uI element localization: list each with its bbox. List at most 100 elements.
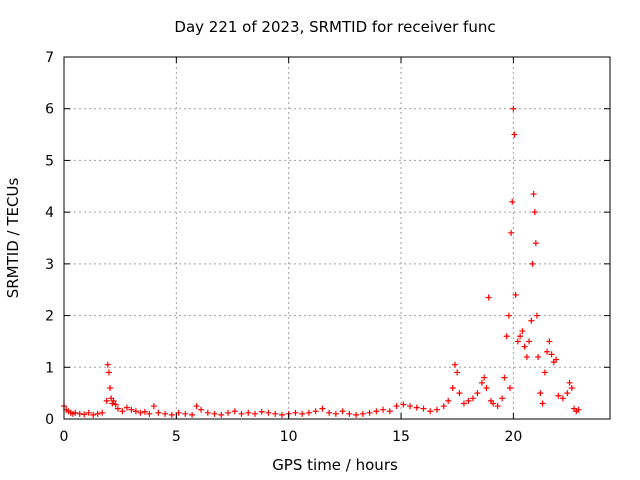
data-point [114,405,121,412]
data-point [278,411,285,418]
data-point [407,403,414,410]
data-points [61,105,582,418]
y-tick-labels: 0 1 2 3 4 5 6 7 [45,50,54,428]
data-point [231,408,238,415]
data-point [530,191,537,198]
data-point [386,408,393,415]
y-tick-label: 1 [45,360,54,376]
data-point [505,312,512,319]
data-point [546,338,553,345]
data-point [225,409,232,416]
chart-title: Day 221 of 2023, SRMTID for receiver fun… [174,18,495,36]
data-point [465,397,472,404]
data-point [481,374,488,381]
data-point [312,408,319,415]
data-point [339,408,346,415]
data-point [517,333,524,340]
data-point [72,409,79,416]
data-point [204,409,211,416]
data-point [508,229,515,236]
data-point [258,408,265,415]
data-point [533,312,540,319]
data-point [265,409,272,416]
data-point [346,410,353,417]
data-point [146,410,153,417]
data-point [292,409,299,416]
data-point [137,409,144,416]
data-point [198,406,205,413]
data-point [238,410,245,417]
data-point [110,397,117,404]
data-point [427,408,434,415]
x-tick-labels: 0 5 10 15 20 [60,429,523,445]
data-point [123,404,130,411]
data-point [507,384,514,391]
x-tick-label: 5 [172,429,181,445]
data-point [168,411,175,418]
data-point [353,411,360,418]
data-point [85,409,92,416]
data-point [104,361,111,368]
x-tick-label: 10 [280,429,298,445]
data-point [544,348,551,355]
y-axis-label: SRMTID / TECUs [4,178,22,299]
data-point [141,408,148,415]
data-point [359,410,366,417]
data-point [528,317,535,324]
data-point [478,379,485,386]
data-point [559,395,566,402]
y-tick-label: 5 [45,153,54,169]
data-point [512,291,519,298]
data-point [523,353,530,360]
y-tick-label: 4 [45,205,54,221]
x-tick-label: 0 [60,429,69,445]
data-point [440,403,447,410]
data-point [218,411,225,418]
data-point [211,410,218,417]
data-point [564,390,571,397]
axis-ticks [63,56,610,420]
data-point [332,410,339,417]
data-point [541,369,548,376]
data-point [81,411,88,418]
data-point [474,390,481,397]
data-point [553,356,560,363]
y-tick-label: 0 [45,412,54,428]
y-tick-label: 6 [45,102,54,118]
data-point [132,408,139,415]
data-point [319,405,326,412]
data-point [535,353,542,360]
data-point [103,397,110,404]
data-point [454,369,461,376]
data-point [251,410,258,417]
data-point [272,410,279,417]
data-point [575,406,582,413]
data-point [107,384,114,391]
y-tick-label: 2 [45,309,54,325]
y-tick-label: 3 [45,257,54,273]
data-point [509,198,516,205]
grid-lines [64,57,610,419]
data-point [499,395,506,402]
data-point [433,406,440,413]
data-point [90,411,97,418]
data-point [483,384,490,391]
data-point [128,406,135,413]
data-point [511,131,518,138]
data-point [445,397,452,404]
data-point [529,260,536,267]
x-axis-label: GPS time / hours [272,456,398,474]
data-point [189,411,196,418]
data-point [162,410,169,417]
x-tick-label: 20 [504,429,522,445]
data-point [548,351,555,358]
data-point [150,403,157,410]
data-point [485,294,492,301]
data-point [514,338,521,345]
data-point [105,369,112,376]
data-point [99,409,106,416]
data-point [501,374,508,381]
data-point [175,409,182,416]
data-point [566,379,573,386]
